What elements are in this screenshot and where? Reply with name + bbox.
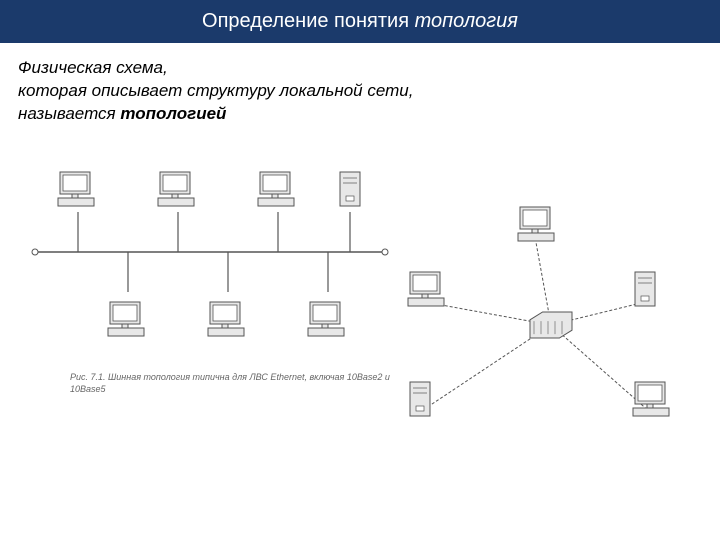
subtitle-block: Физическая схема, которая описывает стру…	[0, 43, 720, 132]
bus-svg	[30, 162, 390, 362]
star-svg	[400, 202, 700, 442]
subtitle-line3: называется топологией	[18, 103, 702, 126]
slide-header: Определение понятия топология	[0, 0, 720, 43]
header-text-italic: топология	[415, 10, 518, 32]
bus-topology-diagram: Рис. 7.1. Шинная топология типична для Л…	[30, 162, 390, 382]
diagrams-container: Рис. 7.1. Шинная топология типична для Л…	[0, 132, 720, 512]
bus-caption: Рис. 7.1. Шинная топология типична для Л…	[70, 372, 400, 395]
header-text: Определение понятия	[202, 10, 415, 32]
subtitle-line2: которая описывает структуру локальной се…	[18, 80, 702, 103]
star-topology-diagram: Рис. 7.2. Топология "звезда" типична для…	[400, 202, 700, 452]
subtitle-line1: Физическая схема,	[18, 57, 702, 80]
